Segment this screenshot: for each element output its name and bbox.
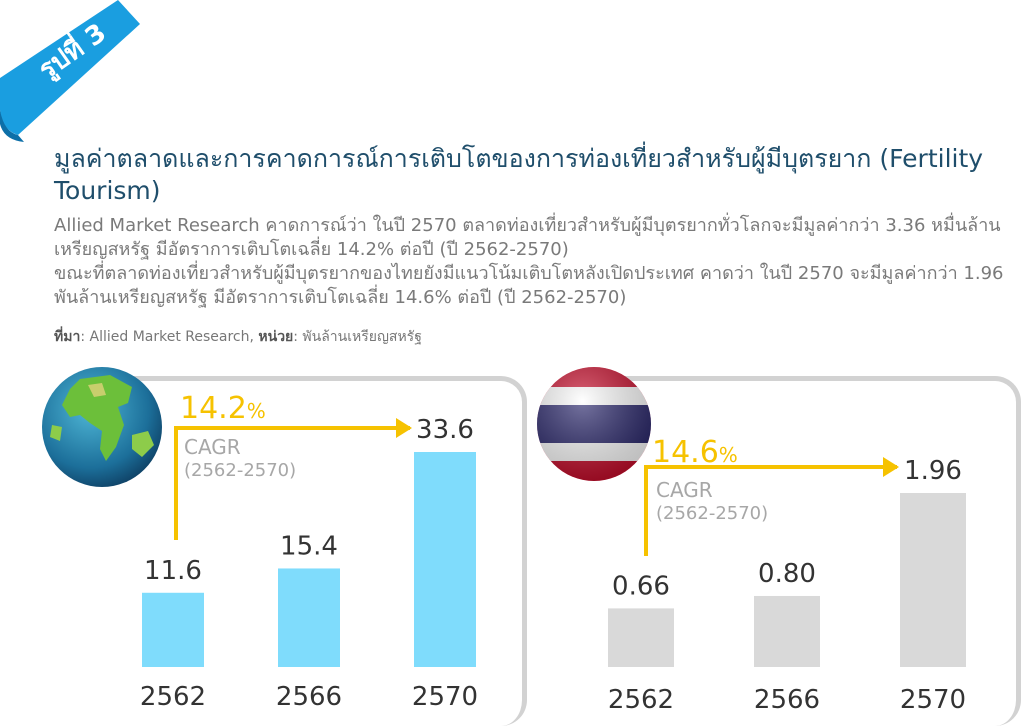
page-title: มูลค่าตลาดและการคาดการณ์การเติบโตของการท… — [54, 144, 984, 205]
bar-thailand-2562 — [608, 608, 674, 667]
tick-label-thailand-2562: 2562 — [608, 685, 674, 715]
cagr-period-world: (2562-2570) — [184, 460, 296, 481]
globe-icon — [42, 367, 162, 487]
value-label-thailand-2570: 1.96 — [904, 456, 962, 486]
cagr-label-thailand: CAGR — [656, 478, 713, 502]
bar-world-2570 — [414, 452, 476, 667]
cagr-unit-thailand: % — [719, 443, 738, 467]
bar-world-2562 — [142, 592, 204, 667]
bar-thailand-2570 — [900, 493, 966, 667]
unit-label: หน่วย — [258, 329, 294, 345]
figure-badge — [0, 0, 140, 142]
cagr-period-thailand: (2562-2570) — [656, 503, 768, 524]
tick-label-world-2562: 2562 — [140, 682, 206, 712]
cagr-label-world: CAGR — [184, 435, 241, 459]
cagr-arrow-thailand — [644, 465, 897, 556]
value-label-thailand-2566: 0.80 — [758, 559, 816, 589]
source-note: ที่มา: Allied Market Research, หน่วย: พั… — [54, 326, 422, 348]
cagr-value-thailand: 14.6% — [652, 435, 738, 470]
source-label: ที่มา — [54, 329, 81, 345]
unit-value: : พันล้านเหรียญสหรัฐ — [293, 329, 422, 345]
tick-label-thailand-2566: 2566 — [754, 685, 820, 715]
cagr-arrowhead-world — [396, 418, 412, 438]
tick-label-thailand-2570: 2570 — [900, 685, 966, 715]
description-world: Allied Market Research คาดการณ์ว่า ในปี … — [54, 215, 1001, 260]
cagr-arrowhead-thailand — [883, 457, 899, 477]
value-label-world-2566: 15.4 — [280, 531, 338, 561]
cagr-arrow-world — [174, 426, 410, 540]
tick-label-world-2570: 2570 — [412, 682, 478, 712]
description-thailand: ขณะที่ตลาดท่องเที่ยวสำหรับผู้มีบุตรยากขอ… — [54, 263, 1004, 308]
value-label-world-2562: 11.6 — [144, 556, 202, 586]
source-value: : Allied Market Research, — [80, 329, 259, 345]
value-label-thailand-2562: 0.66 — [612, 571, 670, 601]
thai-flag-icon — [537, 367, 651, 481]
value-label-world-2570: 33.6 — [416, 415, 474, 445]
description: Allied Market Research คาดการณ์ว่า ในปี … — [54, 214, 1019, 310]
tick-label-world-2566: 2566 — [276, 682, 342, 712]
cagr-unit-world: % — [247, 399, 266, 423]
cagr-value-world: 14.2% — [180, 391, 266, 426]
bar-thailand-2566 — [754, 595, 820, 667]
bar-world-2566 — [278, 568, 340, 667]
